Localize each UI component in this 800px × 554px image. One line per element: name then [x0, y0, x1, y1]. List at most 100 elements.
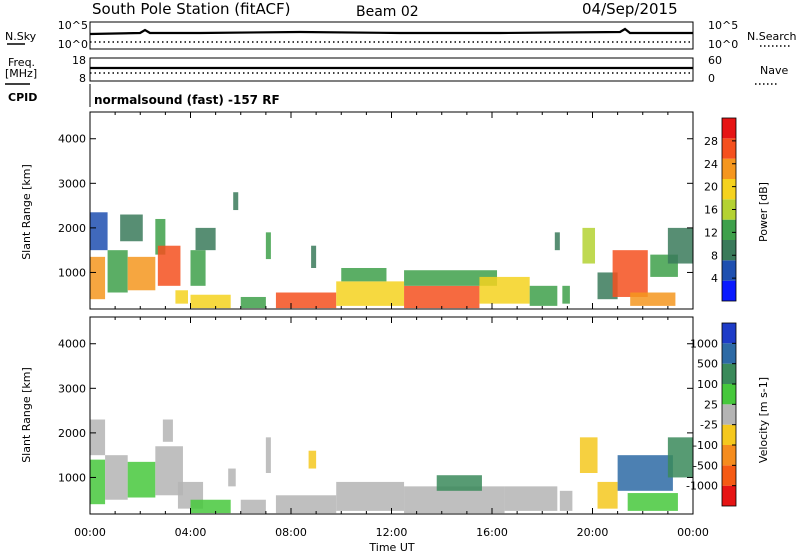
velocity-cell — [240, 499, 266, 514]
power-cell — [529, 285, 558, 306]
velocity-colorbar-swatch — [722, 465, 736, 486]
power-cell — [120, 214, 143, 242]
x-axis-label: Time UT — [368, 541, 414, 554]
power-cell — [341, 267, 387, 282]
velocity-ytick-label: 4000 — [58, 338, 86, 351]
power-cell — [479, 276, 530, 304]
velocity-ytick-label: 2000 — [58, 427, 86, 440]
power-cell — [630, 292, 676, 306]
power-cell — [155, 218, 166, 255]
power-cell — [612, 250, 648, 297]
velocity-colorbar-swatch — [722, 363, 736, 384]
velocity-cell — [336, 481, 405, 511]
freq-panel: 18 8 60 0 Freq. [MHz] Nave — [5, 54, 788, 85]
velocity-cell — [228, 468, 236, 487]
power-cell — [190, 294, 231, 309]
freq-tick-bottom: 8 — [79, 72, 86, 85]
velocity-colorbar: 1000 500 100 25 -25 -100 -500 -1000 — [686, 322, 737, 507]
power-ytick-label: 1000 — [58, 266, 86, 279]
power-colorbar-tick-label: 24 — [704, 158, 718, 171]
power-cell — [190, 250, 206, 286]
freq-tick-top: 18 — [72, 54, 86, 67]
power-colorbar-swatch — [722, 219, 736, 240]
power-ytick-label: 2000 — [58, 222, 86, 235]
power-cell — [240, 296, 266, 309]
power-colorbar-swatch — [722, 118, 736, 139]
nsearch-tick-bottom: 10^0 — [708, 38, 738, 51]
x-tick-label: 20:00 — [577, 526, 609, 539]
velocity-colorbar-frame — [721, 322, 737, 507]
date-label: 04/Sep/2015 — [582, 0, 678, 18]
beam-label: Beam 02 — [356, 4, 419, 20]
velocity-cell — [436, 475, 482, 491]
velocity-cell — [597, 481, 618, 509]
velocity-cell — [265, 437, 271, 473]
power-y-axis: 1000 2000 3000 4000 — [58, 112, 694, 309]
velocity-colorbar-tick-label: -1000 — [686, 480, 718, 493]
power-cell — [233, 192, 239, 211]
nsky-tick-bottom: 10^0 — [58, 38, 88, 51]
cpid-text: normalsound (fast) -157 RF — [94, 93, 280, 107]
velocity-colorbar-swatch — [722, 343, 736, 364]
velocity-colorbar-label: Velocity [m s-1] — [757, 377, 770, 463]
plot-title: South Pole Station (fitACF) — [92, 0, 290, 18]
velocity-cell — [127, 461, 156, 498]
velocity-cell — [90, 419, 106, 456]
velocity-cell — [617, 455, 673, 491]
power-colorbar-swatch — [722, 199, 736, 220]
nsky-label: N.Sky — [5, 30, 37, 43]
velocity-data — [90, 419, 693, 514]
power-cell — [157, 245, 181, 286]
power-cell — [195, 227, 216, 251]
power-cell — [265, 232, 271, 260]
velocity-colorbar-tick-label: 100 — [697, 378, 718, 391]
velocity-cell — [627, 493, 678, 511]
power-colorbar-tick-label: 8 — [711, 249, 718, 262]
power-cell — [90, 256, 106, 300]
power-cell — [311, 245, 317, 268]
power-cell — [667, 227, 693, 264]
power-colorbar-tick-label: 4 — [711, 272, 718, 285]
x-tick-label: 00:00 — [74, 526, 106, 539]
velocity-cell — [190, 499, 231, 514]
velocity-colorbar-tick-label: 25 — [704, 398, 718, 411]
power-cell — [336, 281, 405, 306]
velocity-cell — [308, 450, 317, 469]
cpid-panel: CPID normalsound (fast) -157 RF — [8, 84, 280, 107]
power-ylabel: Slant Range [km] — [20, 164, 33, 260]
velocity-cell — [559, 490, 573, 511]
power-cell — [404, 270, 498, 286]
x-tick-label: 08:00 — [275, 526, 307, 539]
power-colorbar: 28 24 20 16 12 8 4 — [704, 117, 737, 302]
velocity-cell — [90, 459, 106, 505]
velocity-y-axis: 1000 2000 3000 4000 — [58, 317, 694, 514]
velocity-colorbar-tick-label: 1000 — [690, 337, 718, 350]
velocity-colorbar-swatch — [722, 384, 736, 405]
velocity-cell — [667, 437, 693, 478]
velocity-cell — [162, 419, 173, 442]
freq-label: Freq. — [8, 56, 35, 69]
power-colorbar-swatch — [722, 138, 736, 159]
velocity-ytick-label: 3000 — [58, 382, 86, 395]
power-colorbar-swatch — [722, 240, 736, 261]
power-data — [90, 192, 693, 309]
nave-label: Nave — [760, 64, 788, 77]
velocity-cell — [579, 437, 598, 473]
velocity-colorbar-swatch — [722, 404, 736, 425]
nsearch-tick-top: 10^5 — [708, 19, 738, 32]
velocity-colorbar-tick-label: 500 — [697, 358, 718, 371]
power-colorbar-tick-label: 12 — [704, 226, 718, 239]
velocity-colorbar-tick-label: -25 — [700, 419, 718, 432]
power-colorbar-swatch — [722, 260, 736, 281]
power-cell — [582, 227, 596, 264]
power-cell — [562, 285, 570, 304]
power-colorbar-swatch — [722, 179, 736, 200]
power-colorbar-tick-label: 28 — [704, 135, 718, 148]
power-ytick-label: 4000 — [58, 133, 86, 146]
nsky-tick-top: 10^5 — [58, 19, 88, 32]
nsky-panel: 10^5 10^0 10^5 10^0 N.Sky N.Search — [5, 19, 797, 51]
velocity-panel: 1000 2000 3000 4000 00:00 04:00 08:00 12:00 16:… — [20, 316, 770, 554]
velocity-cell — [504, 486, 558, 511]
velocity-colorbar-swatch — [722, 485, 736, 506]
nsky-series — [89, 27, 693, 36]
